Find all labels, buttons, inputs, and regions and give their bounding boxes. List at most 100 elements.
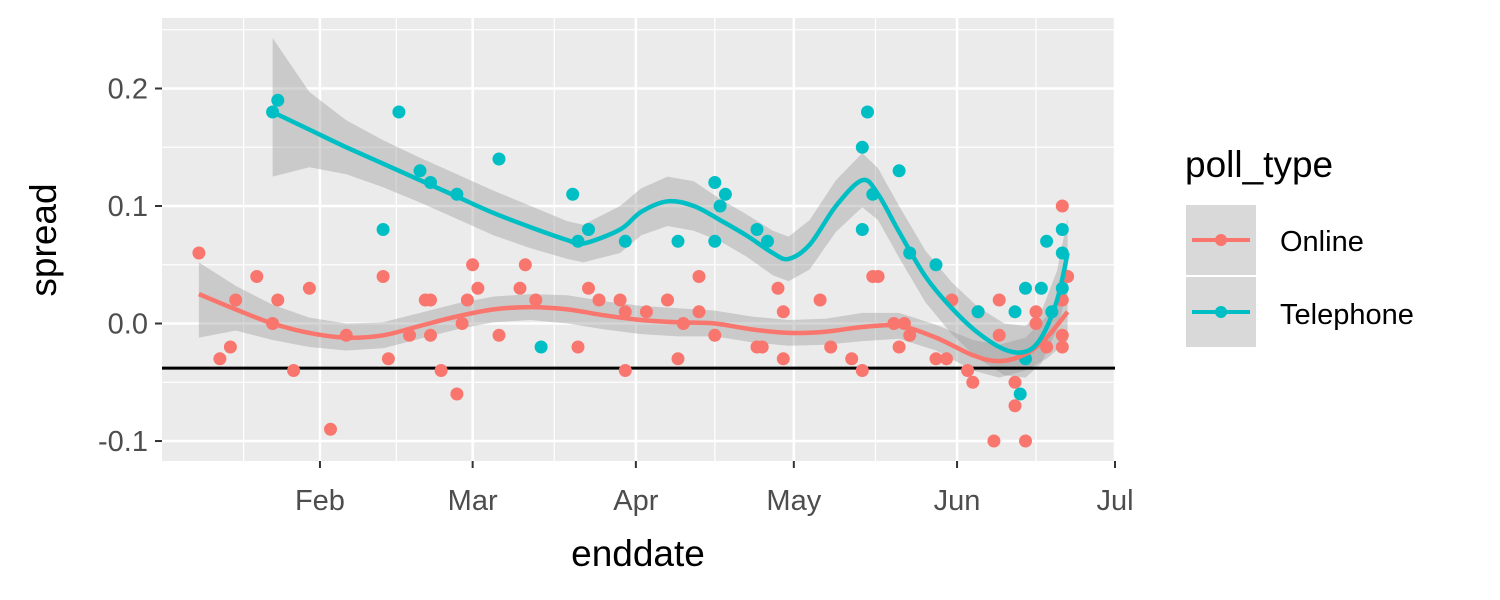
point-telephone	[750, 223, 764, 236]
point-online	[618, 305, 632, 319]
point-online	[776, 352, 790, 366]
legend-label-telephone: Telephone	[1280, 299, 1414, 331]
point-telephone	[971, 305, 985, 319]
point-telephone	[1019, 281, 1032, 295]
point-telephone	[492, 152, 506, 166]
point-telephone	[671, 234, 685, 248]
point-online	[403, 328, 416, 342]
point-online	[992, 328, 1006, 342]
panel-background	[162, 18, 1115, 461]
point-online	[692, 305, 706, 319]
legend-point-telephone	[1215, 306, 1227, 318]
point-online	[571, 340, 585, 354]
point-online	[940, 352, 953, 366]
point-telephone	[708, 176, 722, 189]
point-online	[1029, 305, 1043, 319]
legend-item-telephone: Telephone	[1186, 277, 1414, 347]
point-online	[381, 352, 395, 366]
point-online	[961, 364, 975, 377]
point-online	[871, 270, 885, 283]
point-telephone	[566, 187, 580, 201]
point-online	[592, 293, 606, 307]
x-tick-label: Feb	[295, 485, 345, 517]
point-online	[966, 375, 980, 389]
x-tick-label: Jun	[934, 485, 981, 517]
point-online	[813, 293, 827, 307]
point-online	[771, 281, 785, 295]
point-online	[455, 317, 469, 330]
point-telephone	[929, 258, 943, 272]
legend-title: poll_type	[1185, 144, 1333, 185]
point-telephone	[761, 234, 774, 248]
point-telephone	[413, 164, 427, 178]
point-telephone	[534, 340, 548, 354]
point-online	[518, 258, 532, 272]
point-online	[845, 352, 859, 366]
point-online	[613, 293, 627, 307]
point-online	[250, 270, 264, 283]
x-tick-label: Apr	[613, 485, 658, 517]
point-online	[213, 352, 227, 366]
y-tick-label: 0.0	[108, 309, 148, 341]
point-online	[992, 293, 1006, 307]
point-telephone	[271, 93, 285, 107]
point-telephone	[713, 199, 727, 213]
point-telephone	[1055, 223, 1069, 236]
point-online	[450, 387, 464, 401]
point-telephone	[1034, 281, 1048, 295]
legend-item-online: Online	[1186, 205, 1364, 275]
trend-line-telephone	[271, 109, 1070, 355]
point-telephone	[718, 187, 732, 201]
point-online	[460, 293, 474, 307]
point-online	[1055, 340, 1069, 354]
point-online	[661, 293, 674, 307]
y-tick-label: -0.1	[98, 426, 148, 458]
point-telephone	[582, 223, 595, 236]
point-online	[324, 422, 337, 436]
trend-line-online	[198, 292, 1070, 364]
y-axis: -0.1 0.0 0.1 0.2	[98, 74, 162, 458]
point-online	[618, 364, 632, 377]
point-online	[529, 293, 543, 307]
point-telephone	[892, 164, 906, 178]
x-tick-label: May	[766, 485, 821, 517]
data-points	[192, 93, 1075, 448]
point-online	[229, 293, 243, 307]
point-online	[376, 270, 390, 283]
point-online	[639, 305, 653, 319]
x-tick-label: Jul	[1096, 485, 1133, 517]
point-online	[287, 364, 301, 377]
point-online	[892, 340, 906, 354]
point-online	[471, 281, 485, 295]
point-telephone	[861, 105, 874, 119]
point-online	[692, 270, 706, 283]
point-telephone	[376, 223, 390, 236]
grid-major	[162, 18, 1117, 461]
point-online	[582, 281, 595, 295]
point-telephone	[1008, 305, 1022, 319]
point-telephone	[1040, 234, 1054, 248]
point-online	[671, 352, 685, 366]
point-online	[855, 364, 869, 377]
point-online	[1008, 399, 1022, 413]
point-online	[1055, 328, 1069, 342]
point-online	[755, 340, 769, 354]
point-online	[1019, 434, 1032, 448]
point-online	[513, 281, 527, 295]
point-online	[776, 305, 790, 319]
point-online	[1029, 317, 1043, 330]
legend-label-online: Online	[1280, 226, 1364, 258]
point-online	[1008, 375, 1022, 389]
point-online	[192, 246, 206, 260]
point-telephone	[708, 234, 722, 248]
point-online	[708, 328, 722, 342]
legend-point-online	[1215, 234, 1227, 246]
point-online	[903, 328, 917, 342]
point-online	[987, 434, 1001, 448]
point-telephone	[618, 234, 632, 248]
point-online	[424, 293, 437, 307]
y-tick-label: 0.1	[108, 191, 148, 223]
point-telephone	[1013, 387, 1027, 401]
point-telephone	[855, 140, 869, 154]
point-online	[1055, 199, 1069, 213]
